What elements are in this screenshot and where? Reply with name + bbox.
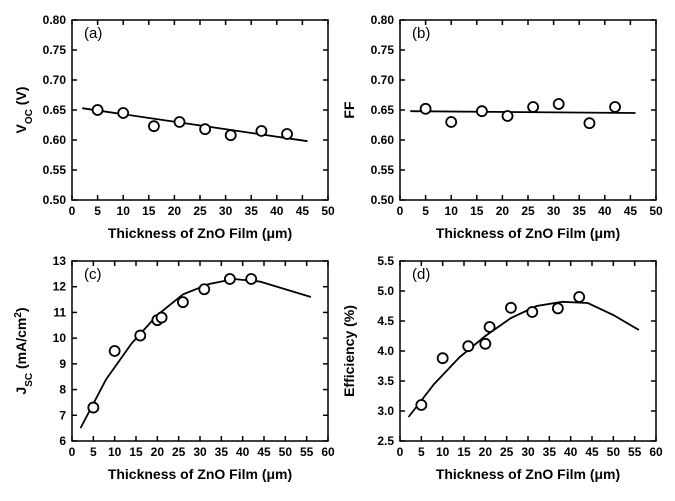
svg-text:(a): (a) bbox=[84, 25, 102, 42]
svg-text:5: 5 bbox=[94, 204, 101, 218]
svg-text:25: 25 bbox=[521, 204, 535, 218]
panel-a: 0 5 10 15 20 25 30 35 40 45 50 0.50 0.55 0.60 0.65 0.70… bbox=[10, 10, 338, 251]
svg-text:0: 0 bbox=[69, 445, 76, 459]
panel-d: 05 10 15 20 25 30 35 40 45 50 55 60 2.5 3.0 3.5 4.0 4.5 5… bbox=[338, 251, 666, 492]
svg-text:20: 20 bbox=[168, 204, 182, 218]
svg-text:15: 15 bbox=[457, 445, 471, 459]
svg-text:JSC (mA/cm2): JSC (mA/cm2) bbox=[13, 307, 35, 394]
svg-text:0: 0 bbox=[69, 204, 76, 218]
svg-text:45: 45 bbox=[624, 204, 638, 218]
svg-text:0.55: 0.55 bbox=[43, 163, 67, 177]
svg-text:10: 10 bbox=[117, 204, 131, 218]
svg-text:10: 10 bbox=[436, 445, 450, 459]
svg-text:0.80: 0.80 bbox=[371, 13, 395, 27]
chart-a-svg: 0 5 10 15 20 25 30 35 40 45 50 0.50 0.55 0.60 0.65 0.70… bbox=[10, 10, 338, 250]
svg-text:25: 25 bbox=[193, 204, 207, 218]
svg-text:15: 15 bbox=[142, 204, 156, 218]
svg-text:Thickness of ZnO Film (μm): Thickness of ZnO Film (μm) bbox=[108, 225, 292, 241]
svg-text:60: 60 bbox=[649, 445, 663, 459]
svg-text:20: 20 bbox=[496, 204, 510, 218]
svg-text:10: 10 bbox=[53, 331, 67, 345]
svg-text:Thickness of ZnO Film (μm): Thickness of ZnO Film (μm) bbox=[108, 466, 292, 482]
svg-text:25: 25 bbox=[172, 445, 186, 459]
svg-text:15: 15 bbox=[129, 445, 143, 459]
svg-text:55: 55 bbox=[300, 445, 314, 459]
svg-text:5: 5 bbox=[422, 204, 429, 218]
svg-text:60: 60 bbox=[321, 445, 335, 459]
svg-text:10: 10 bbox=[445, 204, 459, 218]
svg-text:0.65: 0.65 bbox=[371, 103, 395, 117]
svg-text:5: 5 bbox=[90, 445, 97, 459]
panel-b: 0 5 10 15 20 25 30 35 40 45 50 0.50 0.55 0.60 0.65 0.70… bbox=[338, 10, 666, 251]
svg-text:30: 30 bbox=[521, 445, 535, 459]
svg-text:0.80: 0.80 bbox=[43, 13, 67, 27]
svg-text:45: 45 bbox=[257, 445, 271, 459]
svg-text:20: 20 bbox=[479, 445, 493, 459]
svg-text:50: 50 bbox=[649, 204, 663, 218]
svg-text:35: 35 bbox=[543, 445, 557, 459]
svg-text:50: 50 bbox=[321, 204, 335, 218]
svg-text:Thickness of ZnO Film (μm): Thickness of ZnO Film (μm) bbox=[436, 466, 620, 482]
svg-text:Thickness of ZnO Film (μm): Thickness of ZnO Film (μm) bbox=[436, 225, 620, 241]
panel-c: 05 10 15 20 25 30 35 40 45 50 55 60 6 7 8 9 10 11 12 13 (c) T… bbox=[10, 251, 338, 492]
svg-text:40: 40 bbox=[564, 445, 578, 459]
chart-b-svg: 0 5 10 15 20 25 30 35 40 45 50 0.50 0.55 0.60 0.65 0.70… bbox=[338, 10, 666, 250]
svg-text:4.5: 4.5 bbox=[377, 314, 394, 328]
svg-text:30: 30 bbox=[547, 204, 561, 218]
svg-text:35: 35 bbox=[215, 445, 229, 459]
svg-text:(b): (b) bbox=[412, 25, 430, 42]
svg-text:0.75: 0.75 bbox=[371, 43, 395, 57]
svg-text:50: 50 bbox=[607, 445, 621, 459]
svg-text:0.60: 0.60 bbox=[43, 133, 67, 147]
svg-text:15: 15 bbox=[470, 204, 484, 218]
svg-text:VOC (V): VOC (V) bbox=[13, 87, 35, 134]
svg-text:4.0: 4.0 bbox=[377, 344, 394, 358]
svg-text:12: 12 bbox=[53, 279, 67, 293]
svg-text:11: 11 bbox=[53, 305, 66, 319]
svg-text:40: 40 bbox=[598, 204, 612, 218]
chart-c-svg: 05 10 15 20 25 30 35 40 45 50 55 60 6 7 8 9 10 11 12 13 (c) T… bbox=[10, 251, 338, 491]
svg-text:(c): (c) bbox=[84, 266, 102, 283]
svg-text:3.0: 3.0 bbox=[377, 404, 394, 418]
svg-text:0.70: 0.70 bbox=[371, 73, 395, 87]
svg-text:2.5: 2.5 bbox=[377, 434, 394, 448]
svg-text:35: 35 bbox=[245, 204, 259, 218]
svg-text:45: 45 bbox=[585, 445, 599, 459]
svg-text:0.55: 0.55 bbox=[371, 163, 395, 177]
svg-text:8: 8 bbox=[59, 382, 66, 396]
chart-d-svg: 05 10 15 20 25 30 35 40 45 50 55 60 2.5 3.0 3.5 4.0 4.5 5… bbox=[338, 251, 666, 491]
svg-text:50: 50 bbox=[279, 445, 293, 459]
svg-text:0: 0 bbox=[397, 445, 404, 459]
svg-text:30: 30 bbox=[193, 445, 207, 459]
svg-text:3.5: 3.5 bbox=[377, 374, 394, 388]
svg-text:0.65: 0.65 bbox=[43, 103, 67, 117]
svg-text:0.70: 0.70 bbox=[43, 73, 67, 87]
svg-text:5: 5 bbox=[418, 445, 425, 459]
svg-text:13: 13 bbox=[53, 254, 67, 268]
svg-text:20: 20 bbox=[151, 445, 165, 459]
svg-text:0.50: 0.50 bbox=[371, 193, 395, 207]
svg-text:25: 25 bbox=[500, 445, 514, 459]
svg-text:5.5: 5.5 bbox=[377, 254, 394, 268]
svg-text:0: 0 bbox=[397, 204, 404, 218]
svg-text:45: 45 bbox=[296, 204, 310, 218]
svg-text:7: 7 bbox=[59, 408, 66, 422]
svg-text:(d): (d) bbox=[412, 266, 430, 283]
svg-text:35: 35 bbox=[573, 204, 587, 218]
svg-text:30: 30 bbox=[219, 204, 233, 218]
svg-text:FF: FF bbox=[341, 101, 357, 119]
svg-text:55: 55 bbox=[628, 445, 642, 459]
svg-text:9: 9 bbox=[59, 356, 66, 370]
svg-text:6: 6 bbox=[59, 434, 66, 448]
svg-text:40: 40 bbox=[236, 445, 250, 459]
figure-grid: 051015202530354045500.500.550.600.650.70… bbox=[10, 10, 665, 491]
svg-text:10: 10 bbox=[108, 445, 122, 459]
svg-text:5.0: 5.0 bbox=[377, 284, 394, 298]
svg-text:40: 40 bbox=[270, 204, 284, 218]
svg-text:0.60: 0.60 bbox=[371, 133, 395, 147]
svg-text:0.50: 0.50 bbox=[43, 193, 67, 207]
svg-text:0.75: 0.75 bbox=[43, 43, 67, 57]
svg-text:Efficiency (%): Efficiency (%) bbox=[341, 305, 357, 397]
